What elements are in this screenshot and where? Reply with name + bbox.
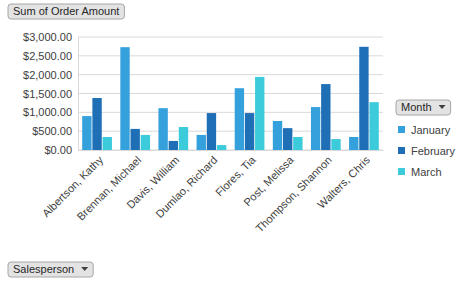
grid xyxy=(78,37,383,150)
y-tick-label: $500.00 xyxy=(32,125,72,137)
bar xyxy=(359,47,368,150)
y-tick: $2,500.00 xyxy=(23,50,78,62)
legend-swatch xyxy=(398,147,405,154)
title: Sum of Order Amount xyxy=(13,5,119,17)
x-tick-label: Walters, Chris xyxy=(315,153,372,210)
legend-label: February xyxy=(411,145,456,157)
bar xyxy=(158,108,167,150)
bar xyxy=(349,137,358,150)
y-tick: $1,500.00 xyxy=(23,88,78,100)
dropdown-arrow xyxy=(439,105,446,109)
chart: $0.00 $500.00 $1,000.00 $1,500.00 $2,000.00 $… xyxy=(0,0,476,285)
y-tick: $3,000.00 xyxy=(23,31,78,43)
bar xyxy=(169,141,178,150)
y-tick-label: $1,500.00 xyxy=(23,88,72,100)
bar xyxy=(255,77,264,150)
y-tick: $2,000.00 xyxy=(23,69,78,81)
bar xyxy=(311,107,320,150)
x-tick-label: Brennan, Michael xyxy=(74,154,143,223)
y-tick-label: $2,500.00 xyxy=(23,50,72,62)
y-tick: $1,000.00 xyxy=(23,106,78,118)
legend-title: Month xyxy=(401,101,432,113)
bar xyxy=(369,102,378,150)
dropdown-arrow xyxy=(81,267,88,271)
legend-swatch xyxy=(398,168,405,175)
title-button-bg xyxy=(8,4,124,19)
y-tick: $0.00 xyxy=(44,144,78,156)
bar xyxy=(207,113,216,150)
y-tick-label: $3,000.00 xyxy=(23,31,72,43)
bar xyxy=(331,139,340,150)
x-label-button-bg xyxy=(8,262,93,277)
y-tick: $500.00 xyxy=(32,125,78,137)
legend-label: January xyxy=(411,124,451,136)
bar-series xyxy=(82,47,358,150)
bar xyxy=(103,137,112,150)
bar xyxy=(131,129,140,150)
bars xyxy=(82,47,379,150)
bar-series xyxy=(103,77,379,150)
x-label-button: Salesperson xyxy=(8,262,93,277)
bar xyxy=(92,98,101,150)
y-tick-label: $0.00 xyxy=(44,144,72,156)
x-axis: Albertson, KathyBrennan, MichaelDavis, W… xyxy=(40,151,384,235)
y-axis-line xyxy=(78,38,79,151)
y-axis: $0.00 $500.00 $1,000.00 $1,500.00 $2,000.00 $… xyxy=(23,31,78,156)
x-axis-line xyxy=(79,150,384,151)
bar xyxy=(273,121,282,150)
title-button: Sum of Order Amount xyxy=(8,4,124,19)
legend-title-button-bg xyxy=(396,100,451,115)
x-tick: Walters, Chris xyxy=(315,153,372,210)
bar xyxy=(235,88,244,150)
bar xyxy=(141,135,150,150)
legend-label: March xyxy=(411,166,442,178)
x-tick: Brennan, Michael xyxy=(74,154,143,223)
bar xyxy=(120,47,129,150)
x-tick-label: Dumlao, Richard xyxy=(153,154,219,220)
legend-swatch xyxy=(398,126,405,133)
y-tick-label: $1,000.00 xyxy=(23,106,72,118)
bar xyxy=(217,145,226,150)
bar xyxy=(245,113,254,150)
x-label: Salesperson xyxy=(13,263,74,275)
bar xyxy=(82,116,91,150)
bar xyxy=(179,127,188,150)
legend: January February March xyxy=(398,124,456,178)
bar xyxy=(283,128,292,150)
bar-series xyxy=(92,47,368,150)
grid-line xyxy=(78,37,383,38)
bar xyxy=(197,135,206,150)
x-tick: Dumlao, Richard xyxy=(153,154,219,220)
legend-title-button: Month xyxy=(396,100,451,115)
y-tick-label: $2,000.00 xyxy=(23,69,72,81)
bar xyxy=(293,137,302,150)
bar xyxy=(321,84,330,150)
